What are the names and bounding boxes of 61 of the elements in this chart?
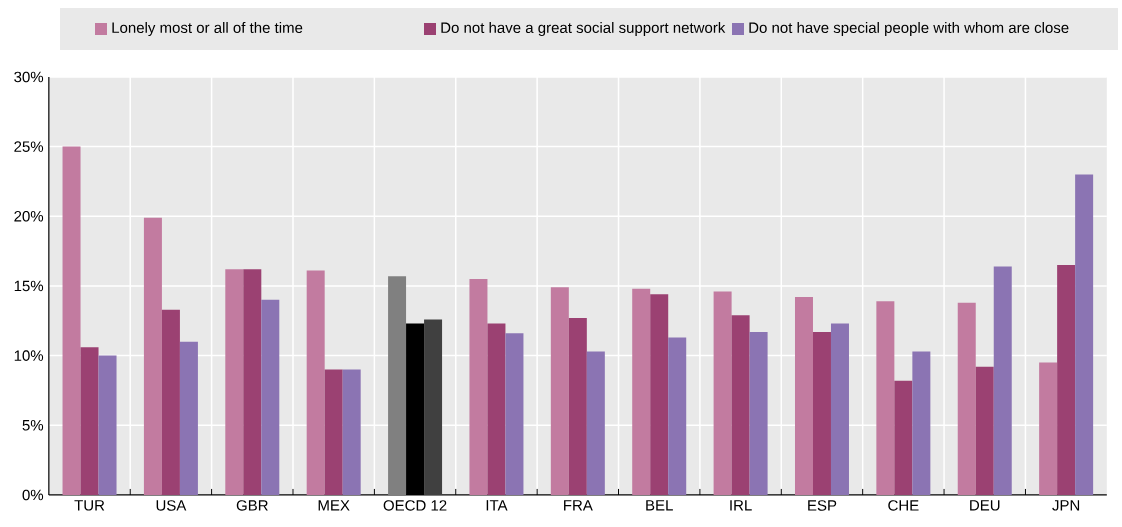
bar	[957, 302, 976, 495]
bar	[794, 297, 813, 495]
x-tick-label: ITA	[486, 500, 508, 511]
bar	[324, 369, 343, 495]
bar	[161, 309, 180, 495]
y-tick-label: 15%	[14, 280, 44, 292]
x-tick-label: JPN	[1052, 500, 1080, 511]
y-tick-label: 10%	[14, 350, 44, 361]
bar	[1039, 362, 1058, 495]
bar	[62, 146, 81, 495]
x-tick-label: BEL	[646, 500, 673, 511]
bar	[225, 269, 244, 495]
bar	[975, 366, 994, 495]
bar	[388, 276, 407, 495]
legend-label: Lonely most or all of the time	[112, 22, 303, 36]
bar	[306, 270, 325, 495]
x-tick-label: CHE	[888, 500, 919, 511]
y-tick-label: 30%	[14, 71, 44, 83]
x-tick-label: GBR	[236, 500, 268, 511]
y-tick-label: 0%	[22, 489, 44, 501]
bar	[98, 355, 117, 495]
bar	[80, 347, 99, 495]
bar	[650, 294, 669, 495]
legend-label: Do not have a great social support network	[441, 22, 726, 36]
x-tick-label: TUR	[74, 500, 105, 511]
y-tick-label: 5%	[22, 420, 44, 431]
y-tick-label: 20%	[14, 210, 44, 222]
bar	[424, 319, 443, 495]
bar	[243, 269, 262, 495]
bar	[993, 266, 1012, 495]
x-tick-label: USA	[156, 500, 187, 511]
bar	[894, 380, 913, 495]
bar	[487, 323, 506, 495]
legend-label: Do not have special people with whom are close	[749, 22, 1069, 36]
y-tick-label: 25%	[14, 141, 44, 152]
bar	[143, 217, 162, 495]
bar	[731, 315, 750, 495]
bar	[505, 333, 524, 495]
x-tick-label: ESP	[808, 500, 837, 511]
x-tick-label: MEX	[318, 500, 350, 511]
x-tick-label: DEU	[970, 500, 1000, 511]
bar	[1075, 174, 1094, 495]
bar	[668, 337, 687, 495]
bar	[876, 301, 895, 495]
bar	[342, 369, 361, 495]
bar	[261, 299, 280, 495]
bar	[469, 278, 488, 495]
bar	[812, 331, 831, 495]
bar	[632, 288, 651, 495]
bar	[586, 351, 605, 495]
x-tick-label: OECD 12	[383, 500, 447, 511]
bar	[1057, 265, 1076, 495]
bar	[550, 287, 569, 495]
x-tick-label: FRA	[564, 500, 593, 511]
x-tick-label: IRL	[730, 500, 752, 511]
bar	[830, 323, 849, 495]
bar	[749, 331, 768, 495]
bar	[568, 317, 587, 495]
bar	[713, 291, 732, 495]
bar	[179, 341, 198, 495]
bar	[912, 351, 931, 495]
